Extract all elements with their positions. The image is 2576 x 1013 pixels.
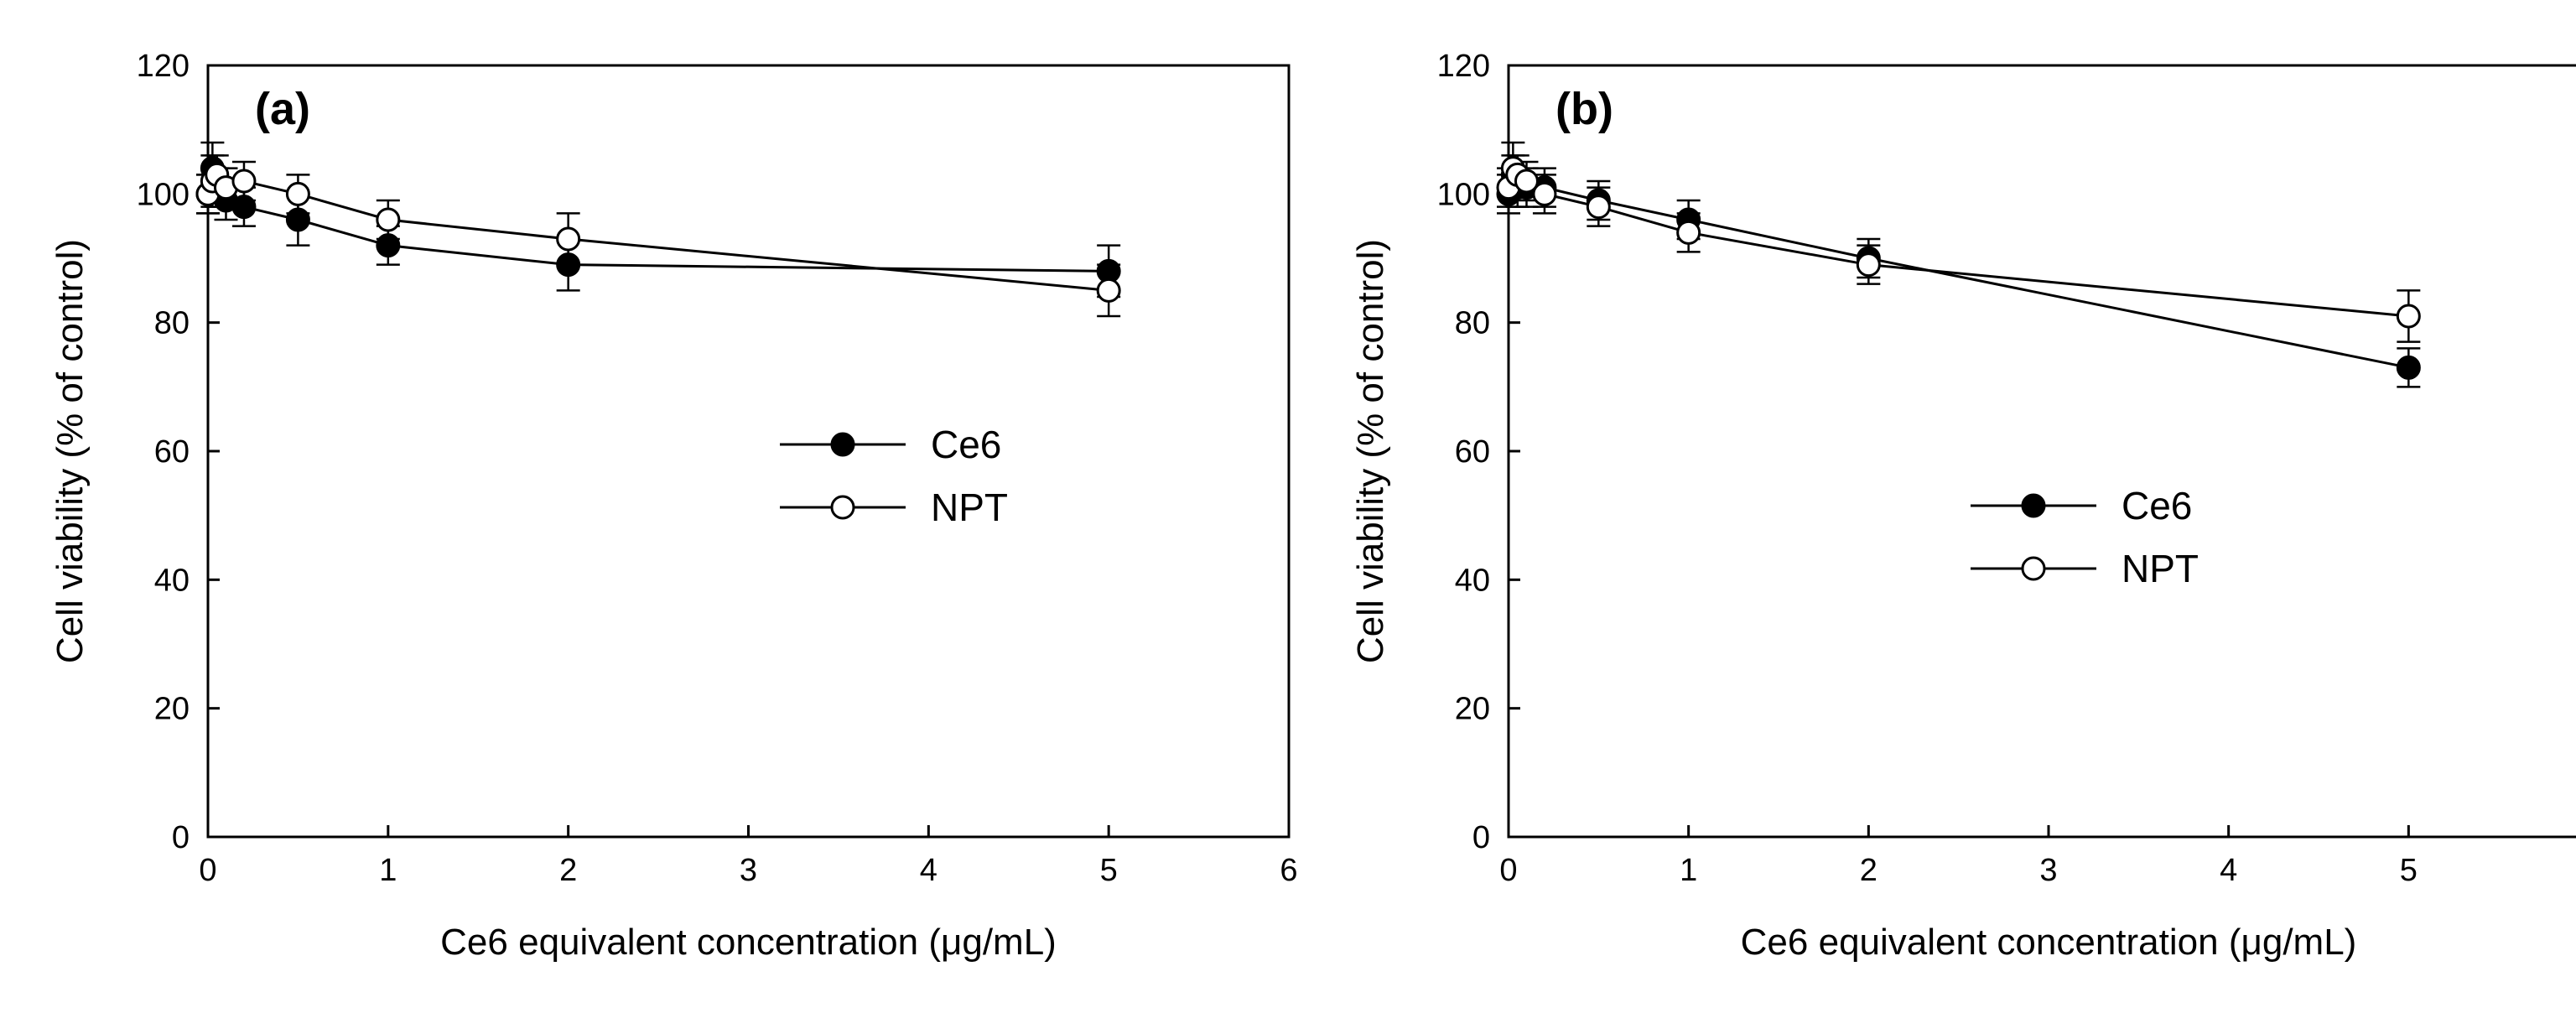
y-tick-label: 100	[1437, 177, 1490, 212]
legend-marker	[2021, 556, 2046, 581]
y-tick-label: 0	[172, 820, 190, 855]
x-tick-label: 2	[559, 853, 577, 888]
legend-label: Ce6	[931, 423, 1001, 466]
series-line	[1507, 165, 2409, 318]
data-point	[2396, 304, 2421, 329]
panel-label: (b)	[1555, 84, 1613, 134]
y-axis-label: Cell viability (% of control)	[49, 239, 91, 663]
x-tick-label: 1	[379, 853, 397, 888]
legend-label: Ce6	[2122, 484, 2192, 527]
x-axis-label-xlabel-suffix: g/mL)	[2262, 922, 2356, 963]
data-point	[1586, 195, 1611, 220]
x-tick-label: 6	[1280, 853, 1297, 888]
data-point	[1532, 181, 1557, 206]
x-tick-label: 2	[1860, 853, 1877, 888]
series-ce6	[195, 141, 1121, 299]
x-tick-label: 1	[1680, 853, 1697, 888]
series-line	[1507, 169, 2409, 369]
x-axis-label-xlabel-unit-mu: μ	[941, 922, 962, 963]
y-tick-label: 100	[137, 177, 190, 212]
x-axis-label: Ce6 equivalent concentration (μg/mL)	[1741, 922, 2357, 963]
legend-marker	[2021, 493, 2046, 518]
legend-label: NPT	[2122, 547, 2199, 590]
y-tick-label: 60	[154, 434, 190, 470]
data-point	[285, 181, 310, 206]
y-tick-label: 40	[154, 563, 190, 598]
x-axis-label-xlabel-suffix: g/mL)	[962, 922, 1056, 963]
panel-label: (a)	[255, 84, 310, 134]
data-point	[231, 169, 257, 194]
data-point	[376, 207, 401, 232]
x-axis-label-xlabel-prefix: Ce6 equivalent concentration (	[1741, 922, 2241, 963]
data-point	[2396, 355, 2421, 380]
y-tick-label: 40	[1455, 563, 1490, 598]
series-npt	[1496, 141, 2421, 343]
series-line	[206, 168, 1109, 273]
data-point	[556, 226, 581, 252]
y-tick-label: 120	[1437, 49, 1490, 84]
legend: Ce6 NPT	[1971, 484, 2199, 590]
x-tick-label: 3	[2039, 853, 2057, 888]
y-tick-label: 120	[137, 49, 190, 84]
x-tick-label: 0	[1499, 853, 1517, 888]
y-tick-label: 80	[154, 306, 190, 341]
y-tick-label: 20	[154, 692, 190, 727]
plot-frame	[1507, 64, 2576, 839]
x-tick-label: 4	[2220, 853, 2237, 888]
legend: Ce6 NPT	[780, 423, 1008, 529]
x-axis-label: Ce6 equivalent concentration (μg/mL)	[440, 922, 1057, 963]
data-point	[1856, 252, 1881, 278]
y-axis-label: Cell viability (% of control)	[1350, 239, 1391, 663]
y-tick-label: 80	[1455, 306, 1490, 341]
x-axis-label-xlabel-prefix: Ce6 equivalent concentration (	[440, 922, 941, 963]
x-tick-label: 5	[1100, 853, 1118, 888]
data-point	[1514, 169, 1539, 194]
plot-frame	[206, 64, 1291, 839]
y-tick-label: 60	[1455, 434, 1490, 470]
data-point	[1096, 278, 1121, 303]
legend-label: NPT	[931, 486, 1008, 529]
x-axis-label-xlabel-unit-mu: μ	[2241, 922, 2262, 963]
series-ce6	[1496, 154, 2421, 388]
y-tick-label: 20	[1455, 692, 1490, 727]
series-npt	[195, 154, 1121, 318]
x-tick-label: 3	[740, 853, 757, 888]
legend-marker	[830, 432, 855, 457]
legend-marker	[830, 495, 855, 520]
data-point	[1676, 220, 1701, 245]
x-tick-label: 5	[2400, 853, 2418, 888]
y-tick-label: 0	[1472, 820, 1490, 855]
x-tick-label: 4	[920, 853, 937, 888]
x-tick-label: 0	[199, 853, 216, 888]
